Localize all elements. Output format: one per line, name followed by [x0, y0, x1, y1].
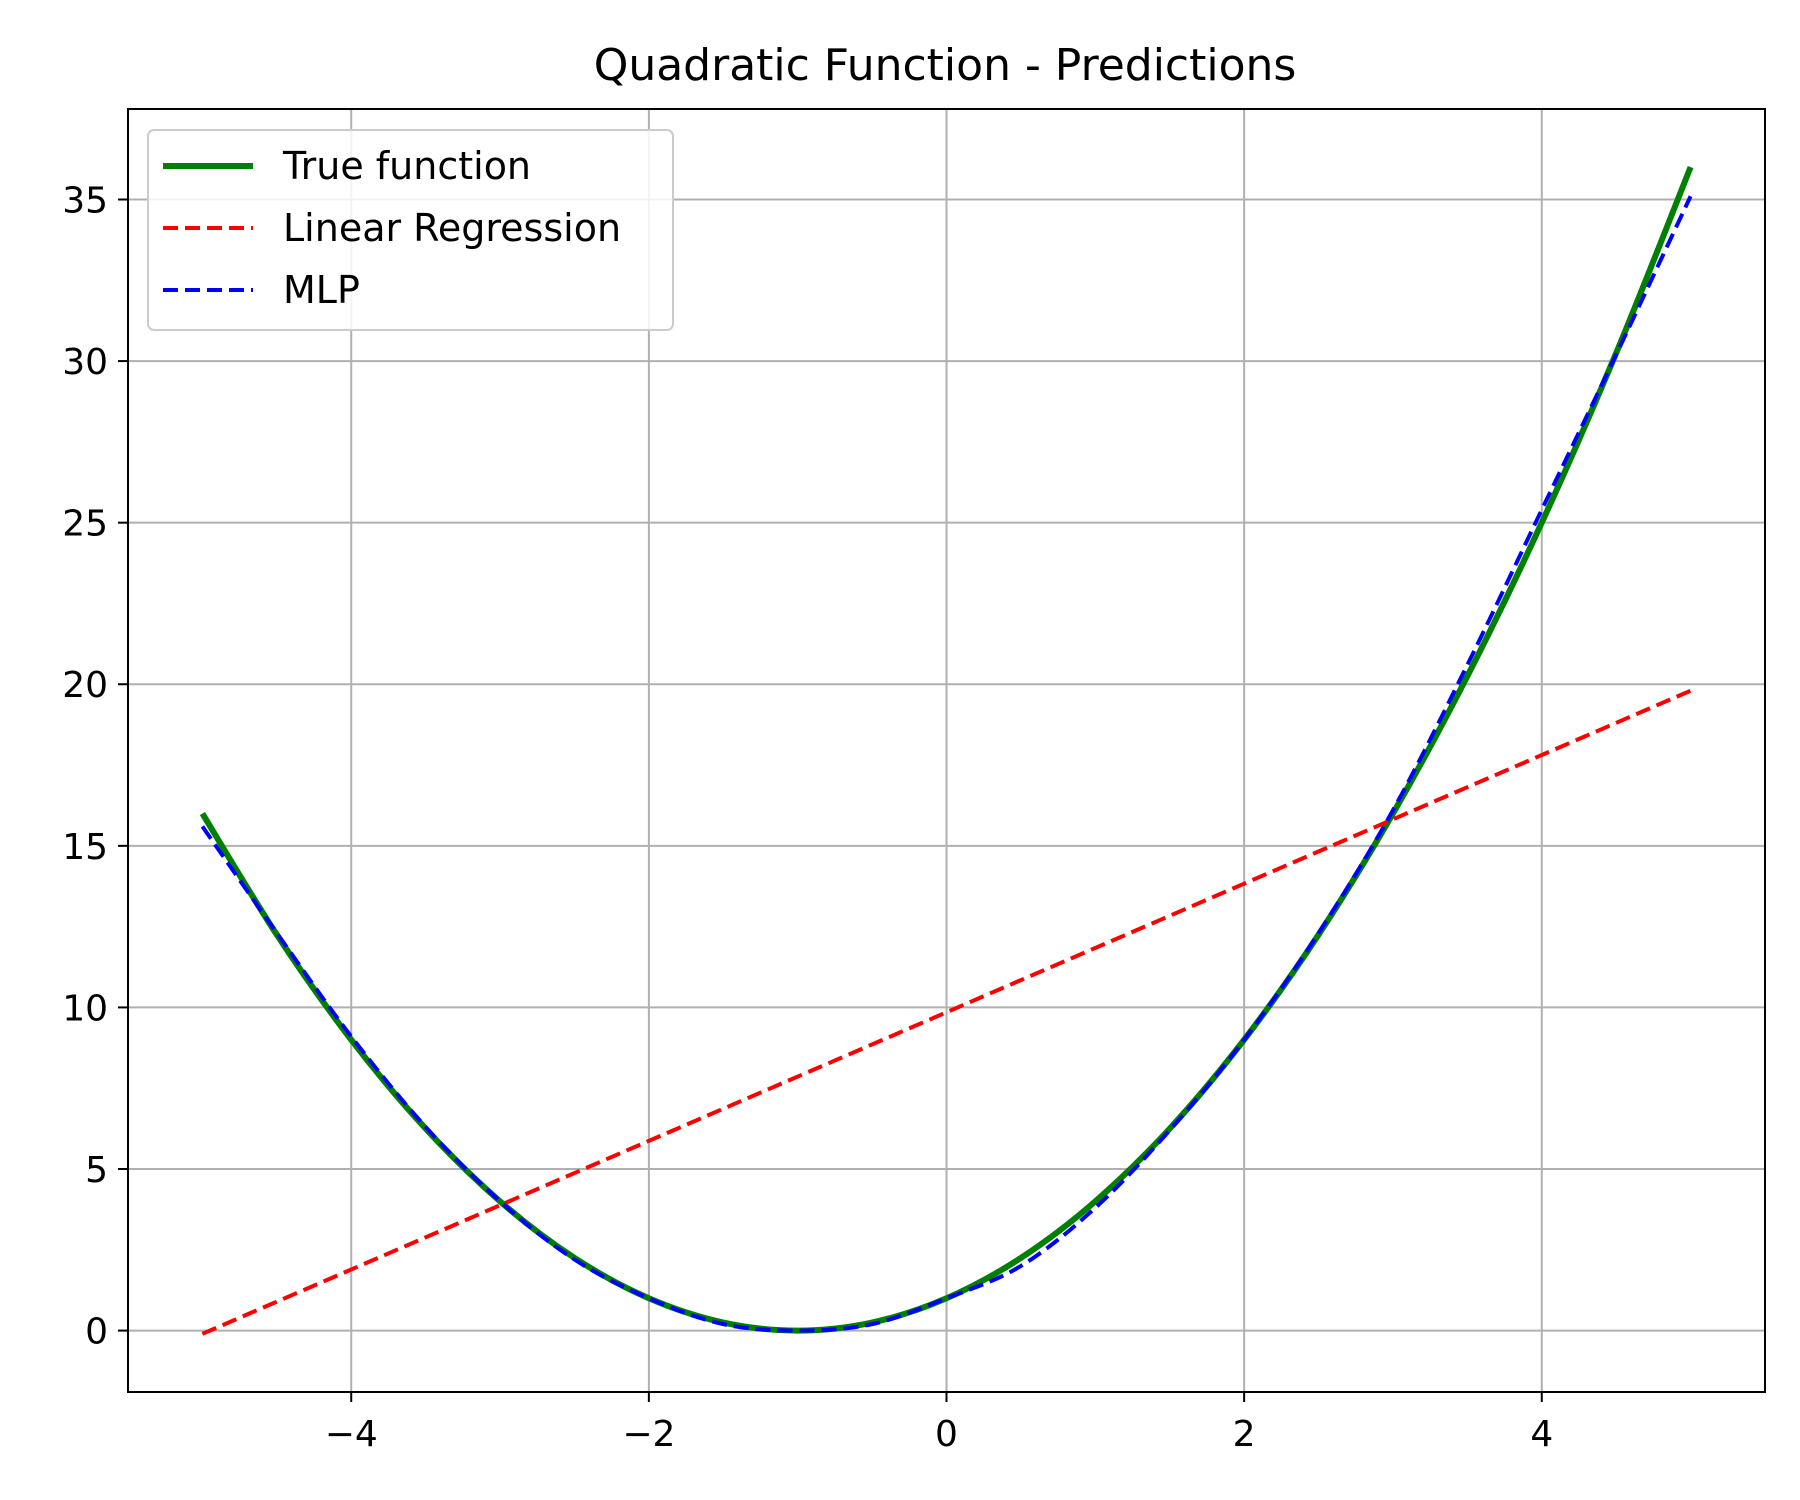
y-tick-label: 0 [85, 1312, 108, 1353]
legend-label-linear-regression: Linear Regression [283, 206, 621, 250]
y-tick-label: 20 [62, 665, 108, 706]
y-tick-label: 5 [85, 1150, 108, 1191]
y-tick-label: 35 [62, 180, 108, 221]
axis-ticks: −4 −2 0 2 4 0 5 10 15 20 25 30 35 [62, 180, 1553, 1455]
x-tick-label: 0 [935, 1414, 958, 1455]
x-tick-label: −2 [622, 1414, 675, 1455]
legend-label-true-function: True function [282, 144, 531, 188]
series-line-linear-regression [201, 688, 1692, 1336]
x-tick-label: 2 [1233, 1414, 1256, 1455]
chart-title: Quadratic Function - Predictions [594, 40, 1297, 91]
grid-lines [128, 109, 1765, 1392]
series-line-true-function [199, 166, 1694, 1334]
y-tick-label: 10 [62, 988, 108, 1029]
series-line-mlp [200, 195, 1693, 1333]
x-tick-label: −4 [325, 1414, 378, 1455]
y-tick-label: 25 [62, 504, 108, 545]
legend: True function Linear Regression MLP [147, 129, 674, 331]
x-tick-label: 4 [1530, 1414, 1553, 1455]
y-tick-label: 30 [62, 342, 108, 383]
plot-series [199, 166, 1694, 1336]
y-tick-label: 15 [62, 827, 108, 868]
legend-box [147, 129, 674, 331]
legend-label-mlp: MLP [283, 268, 360, 312]
